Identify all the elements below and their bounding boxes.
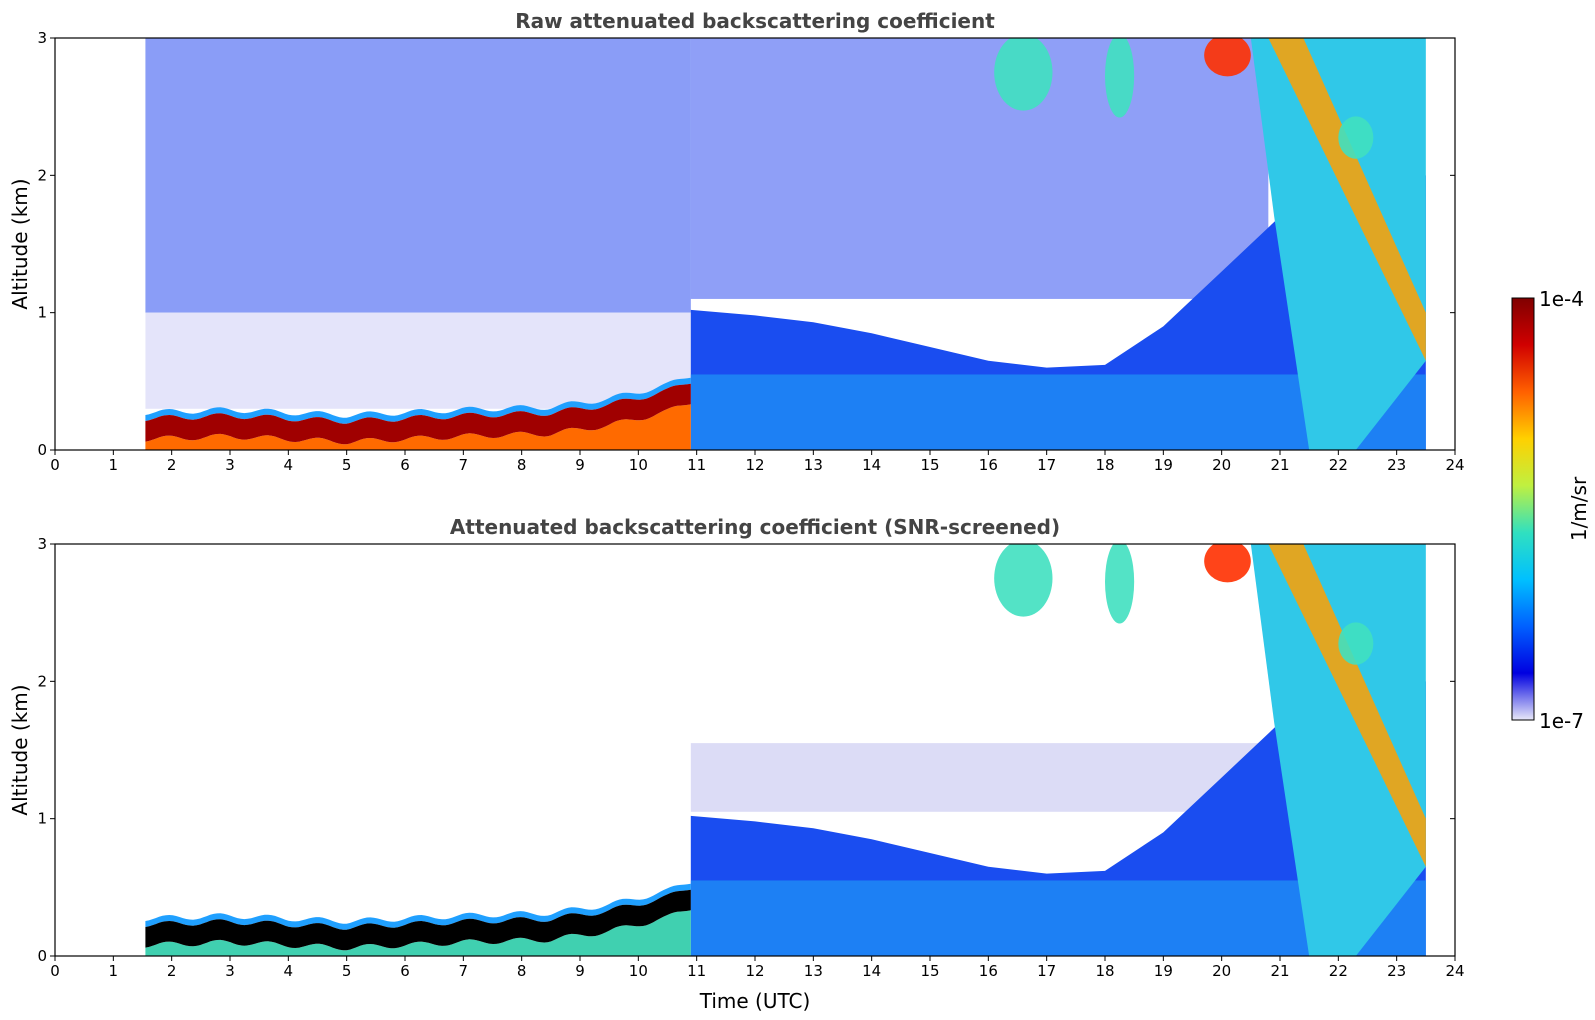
heatmap-screened	[145, 544, 1426, 956]
x-tick-label: 5	[342, 456, 352, 474]
colorbar: 1e-4 1e-7 1/m/sr	[1511, 287, 1591, 733]
surface-layer	[145, 404, 691, 450]
x-tick-label: 19	[1154, 962, 1173, 980]
colorbar-unit-label: 1/m/sr	[1567, 476, 1591, 541]
x-tick-label: 18	[1095, 456, 1114, 474]
y-tick-label: 1	[37, 304, 47, 322]
panel-title-screened: Attenuated backscattering coefficient (S…	[450, 515, 1060, 539]
x-tick-label: 6	[400, 962, 410, 980]
y-axis-label-screened: Altitude (km)	[8, 684, 32, 815]
x-tick-label: 8	[517, 456, 527, 474]
x-tick-label: 14	[862, 962, 881, 980]
x-tick-label: 9	[575, 962, 585, 980]
y-axis-label-raw: Altitude (km)	[8, 178, 32, 309]
x-tick-label: 20	[1212, 456, 1231, 474]
colorbar-bar	[1511, 297, 1535, 721]
surface-layer	[145, 910, 691, 956]
x-tick-label: 23	[1387, 456, 1406, 474]
x-tick-label: 3	[225, 962, 235, 980]
x-tick-label: 16	[979, 962, 998, 980]
cloud	[1338, 116, 1374, 159]
cloud	[994, 38, 1053, 111]
x-tick-label: 21	[1270, 456, 1289, 474]
colorbar-max-label: 1e-4	[1539, 287, 1584, 311]
x-tick-label: 13	[804, 962, 823, 980]
x-tick-label: 4	[284, 962, 294, 980]
y-axis-ticks-raw: 0 1 2 3	[37, 29, 1455, 459]
x-tick-label: 4	[284, 456, 294, 474]
x-tick-label: 12	[745, 962, 764, 980]
x-tick-label: 20	[1212, 962, 1231, 980]
x-tick-label: 24	[1445, 962, 1464, 980]
x-tick-label: 15	[920, 456, 939, 474]
x-tick-label: 7	[459, 456, 469, 474]
clear-air-region	[145, 312, 691, 409]
x-axis-ticks-raw: 0 1 2 3 4 5 6 7 8 9 10 11 12 13 14 15 16 17 18 19 20 21 22 23 24	[50, 450, 1465, 474]
panel-raw: Raw attenuated backscattering coefficien…	[8, 9, 1465, 474]
x-tick-label: 22	[1329, 456, 1348, 474]
cloud	[1338, 622, 1374, 665]
y-tick-label: 1	[37, 810, 47, 828]
panel-screened: Attenuated backscattering coefficient (S…	[8, 515, 1465, 1013]
x-tick-label: 14	[862, 456, 881, 474]
x-tick-label: 16	[979, 456, 998, 474]
x-tick-label: 19	[1154, 456, 1173, 474]
x-tick-label: 23	[1387, 962, 1406, 980]
cloud	[994, 544, 1053, 617]
panel-title-raw: Raw attenuated backscattering coefficien…	[515, 9, 995, 33]
y-axis-ticks-screened: 0 1 2 3	[37, 535, 1455, 965]
y-tick-label: 3	[37, 535, 47, 553]
colorbar-min-label: 1e-7	[1539, 709, 1584, 733]
x-tick-label: 1	[109, 962, 119, 980]
x-tick-label: 10	[629, 456, 648, 474]
precipitating-cloud-core	[1268, 38, 1426, 361]
y-tick-label: 3	[37, 29, 47, 47]
cloud	[1204, 544, 1251, 583]
x-tick-label: 8	[517, 962, 527, 980]
x-tick-label: 17	[1037, 456, 1056, 474]
y-tick-label: 2	[37, 672, 47, 690]
x-axis-ticks-screened: 0 1 2 3 4 5 6 7 8 9 10 11 12 13 14 15 16 17 18 19 20 21 22 23 24	[50, 956, 1465, 980]
x-tick-label: 17	[1037, 962, 1056, 980]
x-tick-label: 9	[575, 456, 585, 474]
boundary-layer-peak	[145, 889, 691, 951]
cloud	[1105, 38, 1135, 118]
x-tick-label: 13	[804, 456, 823, 474]
x-tick-label: 24	[1445, 456, 1464, 474]
y-tick-label: 0	[37, 441, 47, 459]
x-tick-label: 3	[225, 456, 235, 474]
x-tick-label: 0	[50, 962, 60, 980]
heatmap-raw	[145, 38, 1426, 450]
x-tick-label: 12	[745, 456, 764, 474]
y-tick-label: 2	[37, 166, 47, 184]
noise-region	[690, 38, 1269, 299]
x-tick-label: 11	[687, 456, 706, 474]
x-tick-label: 0	[50, 456, 60, 474]
x-tick-label: 21	[1270, 962, 1289, 980]
x-tick-label: 5	[342, 962, 352, 980]
x-tick-label: 11	[687, 962, 706, 980]
x-tick-label: 15	[920, 962, 939, 980]
x-axis-label: Time (UTC)	[699, 989, 811, 1013]
x-tick-label: 22	[1329, 962, 1348, 980]
cloud	[1105, 544, 1135, 624]
precipitating-cloud-core	[1268, 544, 1426, 867]
x-tick-label: 6	[400, 456, 410, 474]
x-tick-label: 7	[459, 962, 469, 980]
y-tick-label: 0	[37, 947, 47, 965]
boundary-layer-edge	[145, 883, 691, 930]
x-tick-label: 10	[629, 962, 648, 980]
screened-noise-band	[690, 743, 1269, 812]
boundary-layer-peak	[145, 383, 691, 445]
precipitating-cloud	[1250, 38, 1426, 450]
cloud	[1204, 38, 1251, 77]
precipitating-cloud	[1250, 544, 1426, 956]
x-tick-label: 2	[167, 456, 177, 474]
x-tick-label: 2	[167, 962, 177, 980]
boundary-layer-edge	[145, 377, 691, 424]
noise-region	[145, 38, 691, 313]
x-tick-label: 1	[109, 456, 119, 474]
x-tick-label: 18	[1095, 962, 1114, 980]
